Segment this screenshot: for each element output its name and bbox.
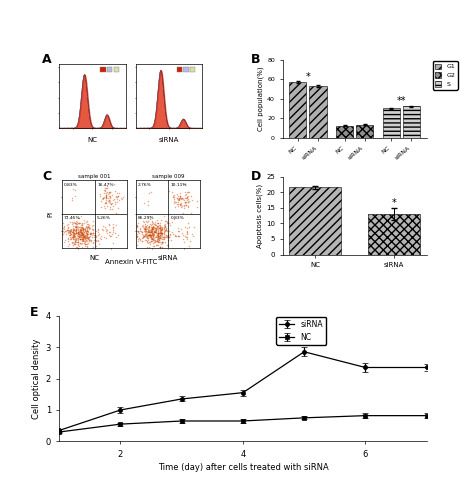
Text: C: C <box>42 170 51 184</box>
Text: *: * <box>392 198 397 208</box>
Legend: siRNA, NC: siRNA, NC <box>276 317 326 345</box>
Legend: G1, G2, S: G1, G2, S <box>433 61 458 90</box>
Bar <box>403 106 420 137</box>
Text: D: D <box>251 170 261 184</box>
Y-axis label: Apoptosis cells(%): Apoptosis cells(%) <box>256 184 263 248</box>
Text: siRNA: siRNA <box>158 254 178 260</box>
Text: NC: NC <box>90 254 100 260</box>
Bar <box>336 126 353 137</box>
Text: E: E <box>30 306 38 318</box>
Text: *: * <box>305 71 310 81</box>
Bar <box>289 82 307 137</box>
Y-axis label: Cell population(%): Cell population(%) <box>258 66 264 131</box>
Text: **: ** <box>397 96 406 106</box>
Bar <box>383 108 400 137</box>
Text: Annexin V-FITC: Annexin V-FITC <box>105 259 157 265</box>
Y-axis label: Cell optical density: Cell optical density <box>32 338 41 419</box>
Bar <box>368 214 420 254</box>
Bar <box>309 86 327 137</box>
Text: A: A <box>42 53 52 66</box>
Bar <box>356 125 374 137</box>
Text: B: B <box>251 53 260 66</box>
Bar <box>289 187 341 254</box>
X-axis label: Time (day) after cells treated with siRNA: Time (day) after cells treated with siRN… <box>157 463 328 472</box>
Text: PI: PI <box>47 211 54 217</box>
